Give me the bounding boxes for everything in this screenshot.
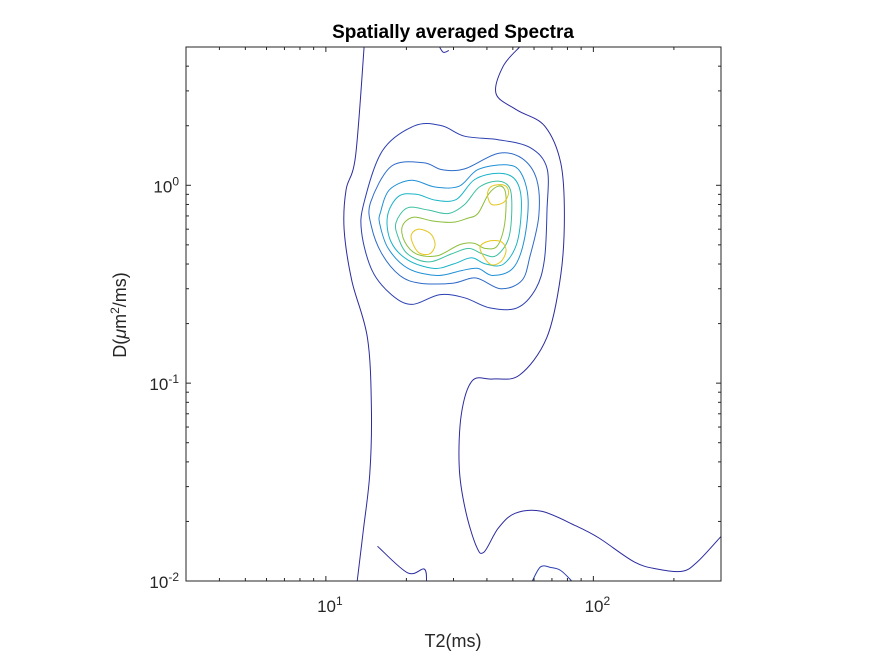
contour-line-8-3 [487,184,510,206]
contour-line-2-2 [531,565,573,581]
y-tick-label: 10-1 [149,372,179,394]
contour-line-5-1 [386,172,522,269]
plot-area-frame [185,46,722,582]
contour-line-4-1 [378,164,529,277]
contour-line-7-1 [401,185,507,257]
contour-line-3-1 [368,152,540,290]
contour-line-6-1 [394,180,513,263]
x-axis-label: T2(ms) [425,631,482,651]
y-tick-label: 100 [153,174,179,196]
contour-line-1-1 [343,47,373,581]
axis-ticks [185,46,722,582]
y-axis-label: D(μm2/ms) [108,272,130,358]
chart-title: Spatially averaged Spectra [332,22,574,43]
contour-line-8-1 [410,228,436,256]
contour-line-2-1 [360,122,549,311]
contour-line-1-4 [458,47,721,573]
contour-line-1-2 [377,545,428,581]
contour-line-1-3 [439,47,449,53]
x-tick-label: 102 [585,594,611,616]
x-tick-label: 101 [317,594,343,616]
y-tick-label: 10-2 [149,570,179,592]
axis-tick-labels: 101 102 10-2 10-1 100 [149,174,610,616]
contour-line-8-2 [479,239,507,266]
contour-layer [343,47,721,581]
